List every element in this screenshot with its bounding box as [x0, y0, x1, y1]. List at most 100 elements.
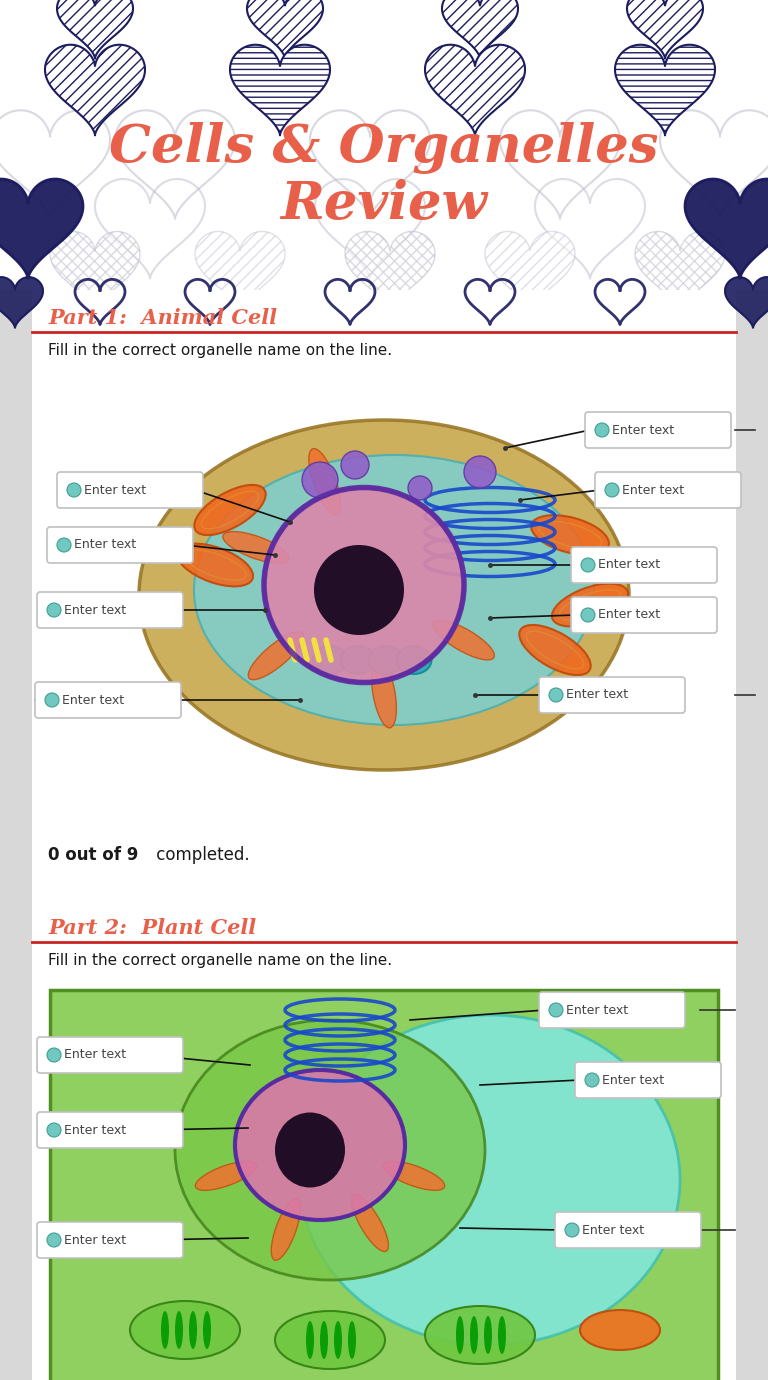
Text: Enter text: Enter text [566, 689, 628, 701]
Ellipse shape [309, 448, 340, 515]
Ellipse shape [194, 455, 594, 724]
FancyBboxPatch shape [57, 472, 203, 508]
Polygon shape [345, 232, 435, 313]
Ellipse shape [203, 1311, 211, 1350]
Ellipse shape [372, 658, 396, 727]
FancyBboxPatch shape [47, 527, 193, 563]
Polygon shape [615, 44, 715, 135]
Polygon shape [442, 0, 518, 58]
Polygon shape [725, 277, 768, 327]
Polygon shape [0, 277, 43, 327]
Text: Enter text: Enter text [582, 1224, 644, 1236]
Ellipse shape [585, 1074, 599, 1087]
Text: Enter text: Enter text [64, 1234, 126, 1246]
Text: Enter text: Enter text [602, 1074, 664, 1086]
Polygon shape [485, 232, 575, 313]
Text: completed.: completed. [151, 846, 250, 864]
FancyBboxPatch shape [37, 592, 183, 628]
Ellipse shape [194, 484, 266, 535]
Text: Cells & Organelles: Cells & Organelles [109, 121, 659, 174]
FancyBboxPatch shape [37, 1112, 183, 1148]
Ellipse shape [195, 1161, 257, 1191]
Ellipse shape [300, 1016, 680, 1346]
FancyBboxPatch shape [35, 682, 181, 718]
Ellipse shape [306, 1321, 314, 1359]
Bar [32, 290, 736, 1380]
Ellipse shape [130, 1301, 240, 1359]
Ellipse shape [340, 646, 376, 673]
Ellipse shape [369, 646, 403, 673]
Ellipse shape [552, 584, 628, 627]
Ellipse shape [47, 1047, 61, 1063]
Text: Part 1:  Animal Cell: Part 1: Animal Cell [48, 308, 277, 328]
FancyBboxPatch shape [571, 546, 717, 582]
Ellipse shape [581, 558, 595, 571]
Ellipse shape [408, 476, 432, 500]
Polygon shape [195, 232, 285, 313]
FancyBboxPatch shape [595, 472, 741, 508]
Ellipse shape [549, 689, 563, 702]
Ellipse shape [484, 1317, 492, 1354]
Bar [0, 290, 32, 1380]
FancyBboxPatch shape [575, 1063, 721, 1098]
Polygon shape [627, 0, 703, 58]
FancyBboxPatch shape [37, 1223, 183, 1259]
Ellipse shape [352, 1194, 389, 1252]
Ellipse shape [456, 1317, 464, 1354]
Ellipse shape [605, 483, 619, 497]
FancyBboxPatch shape [539, 992, 685, 1028]
Ellipse shape [595, 424, 609, 437]
Ellipse shape [320, 1321, 328, 1359]
Ellipse shape [302, 462, 338, 498]
Text: Enter text: Enter text [64, 603, 126, 617]
Ellipse shape [161, 1311, 169, 1350]
Ellipse shape [275, 1112, 345, 1188]
Ellipse shape [396, 646, 432, 673]
Ellipse shape [47, 603, 61, 617]
Polygon shape [50, 232, 140, 313]
Polygon shape [45, 44, 145, 135]
Text: Enter text: Enter text [612, 424, 674, 436]
Text: Enter text: Enter text [64, 1123, 126, 1137]
Ellipse shape [223, 531, 289, 563]
Ellipse shape [248, 632, 303, 680]
Ellipse shape [235, 1070, 405, 1220]
Ellipse shape [189, 1311, 197, 1350]
Text: 0 out of 9: 0 out of 9 [48, 846, 138, 864]
Ellipse shape [271, 1199, 300, 1260]
Polygon shape [57, 0, 133, 58]
Text: Enter text: Enter text [598, 609, 660, 621]
Text: Enter text: Enter text [74, 538, 136, 552]
Ellipse shape [565, 1223, 579, 1236]
Text: Enter text: Enter text [598, 559, 660, 571]
Ellipse shape [175, 1020, 485, 1281]
Ellipse shape [341, 451, 369, 479]
Ellipse shape [313, 646, 347, 673]
Ellipse shape [47, 1123, 61, 1137]
Bar [0, 0, 768, 290]
Text: Fill in the correct organelle name on the line.: Fill in the correct organelle name on th… [48, 342, 392, 357]
Ellipse shape [175, 1311, 183, 1350]
Text: Enter text: Enter text [622, 483, 684, 497]
Ellipse shape [67, 483, 81, 497]
Ellipse shape [177, 544, 253, 586]
Text: Enter text: Enter text [62, 694, 124, 707]
Ellipse shape [498, 1317, 506, 1354]
Text: Enter text: Enter text [566, 1003, 628, 1017]
Ellipse shape [45, 693, 59, 707]
Polygon shape [685, 179, 768, 279]
Ellipse shape [464, 455, 496, 489]
Ellipse shape [314, 545, 404, 635]
Ellipse shape [580, 1310, 660, 1350]
Polygon shape [425, 44, 525, 135]
FancyBboxPatch shape [539, 678, 685, 713]
Text: Fill in the correct organelle name on the line.: Fill in the correct organelle name on th… [48, 952, 392, 967]
Ellipse shape [425, 1305, 535, 1363]
Polygon shape [0, 179, 83, 279]
Ellipse shape [581, 609, 595, 622]
Ellipse shape [139, 420, 629, 770]
FancyBboxPatch shape [585, 413, 731, 449]
Bar [736, 290, 768, 1380]
Ellipse shape [519, 625, 591, 675]
Bar [50, 989, 718, 1380]
